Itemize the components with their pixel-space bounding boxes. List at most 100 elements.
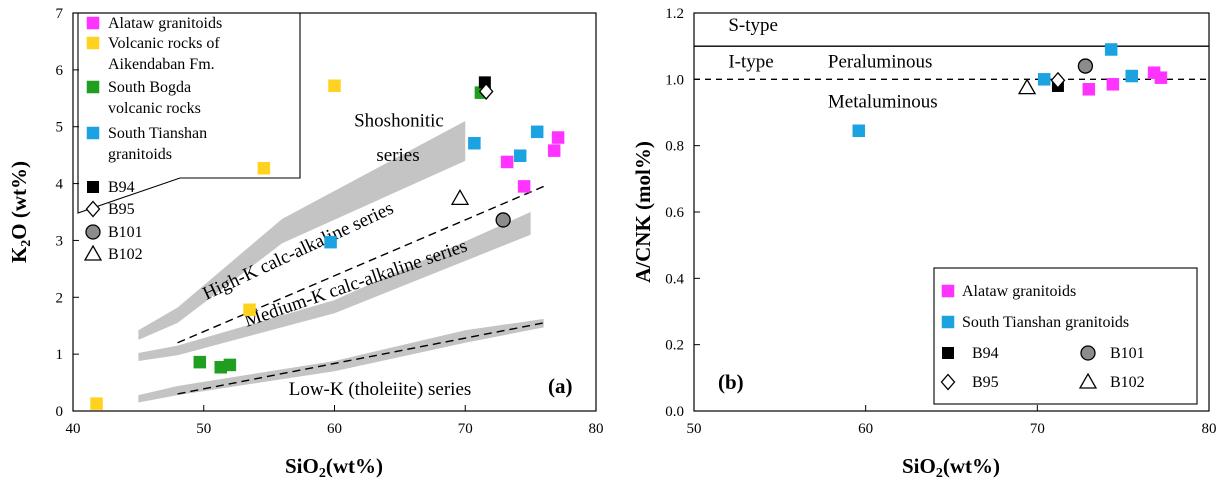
legend-b-marker-5 bbox=[1078, 372, 1098, 389]
point-b-s1-1 bbox=[1037, 73, 1051, 86]
legend-b-marker-3 bbox=[1080, 345, 1096, 361]
field-label-b-0: S-type bbox=[728, 15, 778, 36]
data-points-a bbox=[90, 76, 565, 410]
legend-b-marker-1 bbox=[941, 315, 955, 329]
y-tick-label-b-4: 0.8 bbox=[665, 139, 684, 155]
panel-b-acnk-vs-sio2: S-type I-type Peraluminous Metaluminous Ala… bbox=[631, 6, 1217, 481]
legend-b: Alataw granitoids South Tianshan granitoi… bbox=[933, 267, 1198, 405]
point-a-s3-2 bbox=[513, 149, 527, 162]
series-label-0: Shoshonitic bbox=[354, 111, 444, 132]
legend-a-label-1-1: Aikendaban Fm. bbox=[108, 56, 215, 73]
band-low-k bbox=[138, 318, 544, 403]
y-tick-label-a-4: 4 bbox=[56, 177, 64, 193]
point-b-s5-0 bbox=[1017, 78, 1037, 95]
y-tick-label-b-6: 1.2 bbox=[665, 6, 684, 22]
axes-b: 50 60 70 80 0.0 0.2 0.4 0.6 0.8 1.0 1.2 bbox=[665, 6, 1216, 437]
legend-b-label-1: South Tianshan granitoids bbox=[962, 314, 1129, 331]
field-label-b-2: Peraluminous bbox=[828, 52, 933, 73]
legend-a-label-2-0: South Bogda bbox=[108, 79, 191, 96]
field-label-b-1: I-type bbox=[728, 52, 773, 73]
legend-a-label-7-0: B102 bbox=[108, 246, 143, 263]
y-tick-label-b-2: 0.4 bbox=[665, 271, 684, 287]
y-tick-label-a-0: 0 bbox=[56, 404, 64, 420]
point-b-s4-0 bbox=[1077, 58, 1094, 74]
x-tick-label-a-0: 40 bbox=[66, 421, 81, 437]
legend-b-marker-2 bbox=[942, 347, 954, 359]
y-axis-title-a: K2O (wt%) bbox=[7, 161, 34, 263]
x-tick-label-a-1: 50 bbox=[196, 421, 211, 437]
panel-label-b: (b) bbox=[718, 370, 744, 394]
point-a-s3-0 bbox=[324, 235, 337, 249]
x-tick-label-b-2: 70 bbox=[1030, 421, 1045, 437]
x-tick-label-a-4: 80 bbox=[589, 421, 604, 437]
point-b-s0-0 bbox=[1082, 83, 1096, 96]
point-b-s1-3 bbox=[1125, 69, 1138, 83]
y-tick-label-b-3: 0.6 bbox=[665, 205, 684, 221]
legend-a-marker-4 bbox=[87, 181, 99, 193]
legend-b-marker-0 bbox=[941, 284, 955, 298]
y-tick-label-a-6: 6 bbox=[56, 63, 64, 79]
point-a-s3-3 bbox=[530, 125, 544, 139]
x-axis-title-a: SiO2(wt%) bbox=[285, 454, 383, 481]
legend-a-label-3-1: granitoids bbox=[108, 146, 172, 163]
x-tick-label-b-3: 80 bbox=[1202, 421, 1217, 437]
legend-a-label-6-0: B101 bbox=[108, 224, 143, 241]
reference-lines-b bbox=[694, 45, 1209, 80]
legend-a-label-4-0: B94 bbox=[108, 179, 135, 196]
y-tick-label-a-5: 5 bbox=[56, 120, 64, 136]
legend-a-marker-1 bbox=[86, 36, 100, 50]
dashed-low-k-line bbox=[177, 322, 544, 395]
dashed-high-k-line bbox=[177, 185, 544, 344]
y-tick-label-a-3: 3 bbox=[56, 233, 64, 249]
data-points-b bbox=[852, 43, 1168, 137]
legend-b-label-5: B102 bbox=[1110, 374, 1145, 391]
legend-a: Alataw granitoids Volcanic rocks of Aikend… bbox=[77, 13, 301, 263]
y-tick-label-a-7: 7 bbox=[56, 6, 64, 22]
legend-b-label-4: B95 bbox=[972, 374, 999, 391]
x-tick-label-a-2: 60 bbox=[327, 421, 342, 437]
legend-a-marker-5 bbox=[85, 200, 101, 218]
band-shoshonitic bbox=[138, 121, 466, 340]
y-tick-label-a-1: 1 bbox=[56, 347, 64, 363]
point-a-s0-2 bbox=[547, 144, 561, 157]
point-a-s7-0 bbox=[450, 189, 470, 206]
legend-a-label-1-0: Volcanic rocks of bbox=[108, 35, 220, 52]
point-b-s1-2 bbox=[1104, 43, 1118, 56]
x-tick-label-b-0: 50 bbox=[687, 421, 702, 437]
point-b-s1-0 bbox=[852, 124, 866, 137]
y-tick-label-b-1: 0.2 bbox=[665, 338, 684, 354]
legend-b-marker-4 bbox=[940, 373, 956, 391]
y-tick-label-b-5: 1.0 bbox=[665, 72, 684, 88]
point-b-s0-3 bbox=[1154, 71, 1168, 84]
legend-a-marker-2 bbox=[86, 80, 100, 94]
point-a-s1-1 bbox=[243, 303, 256, 317]
x-tick-label-a-3: 70 bbox=[458, 421, 473, 437]
point-a-s2-2 bbox=[223, 358, 237, 372]
point-b-s3-0 bbox=[1050, 71, 1066, 89]
axes-a: 40 50 60 70 80 0 1 2 3 4 5 6 7 bbox=[56, 6, 604, 437]
y-tick-label-b-0: 0.0 bbox=[665, 404, 684, 420]
point-a-s0-1 bbox=[517, 180, 531, 193]
legend-a-label-0-0: Alataw granitoids bbox=[108, 15, 222, 32]
legend-a-label-3-0: South Tianshan bbox=[108, 125, 207, 142]
series-boundary-bands bbox=[138, 121, 544, 403]
legend-b-label-0: Alataw granitoids bbox=[962, 283, 1076, 300]
point-a-s1-2 bbox=[257, 161, 271, 175]
y-axis-title-b: A/CNK (mol%) bbox=[631, 141, 655, 283]
x-tick-label-b-1: 60 bbox=[858, 421, 873, 437]
series-boundary-lines bbox=[177, 185, 544, 395]
point-a-s6-0 bbox=[495, 212, 511, 228]
series-label-4: Low-K (tholeiite) series bbox=[289, 379, 472, 400]
field-labels-b: S-type I-type Peraluminous Metaluminous bbox=[728, 15, 937, 112]
point-a-s0-0 bbox=[500, 155, 514, 169]
legend-a-marker-6 bbox=[85, 224, 101, 240]
point-a-s5-0 bbox=[478, 82, 494, 100]
legend-b-label-2: B94 bbox=[972, 345, 999, 362]
point-a-s2-0 bbox=[193, 355, 207, 369]
y-tick-label-a-2: 2 bbox=[56, 290, 64, 306]
legend-b-label-3: B101 bbox=[1110, 345, 1145, 362]
legend-a-marker-3 bbox=[86, 126, 100, 140]
point-a-s1-3 bbox=[328, 79, 341, 93]
